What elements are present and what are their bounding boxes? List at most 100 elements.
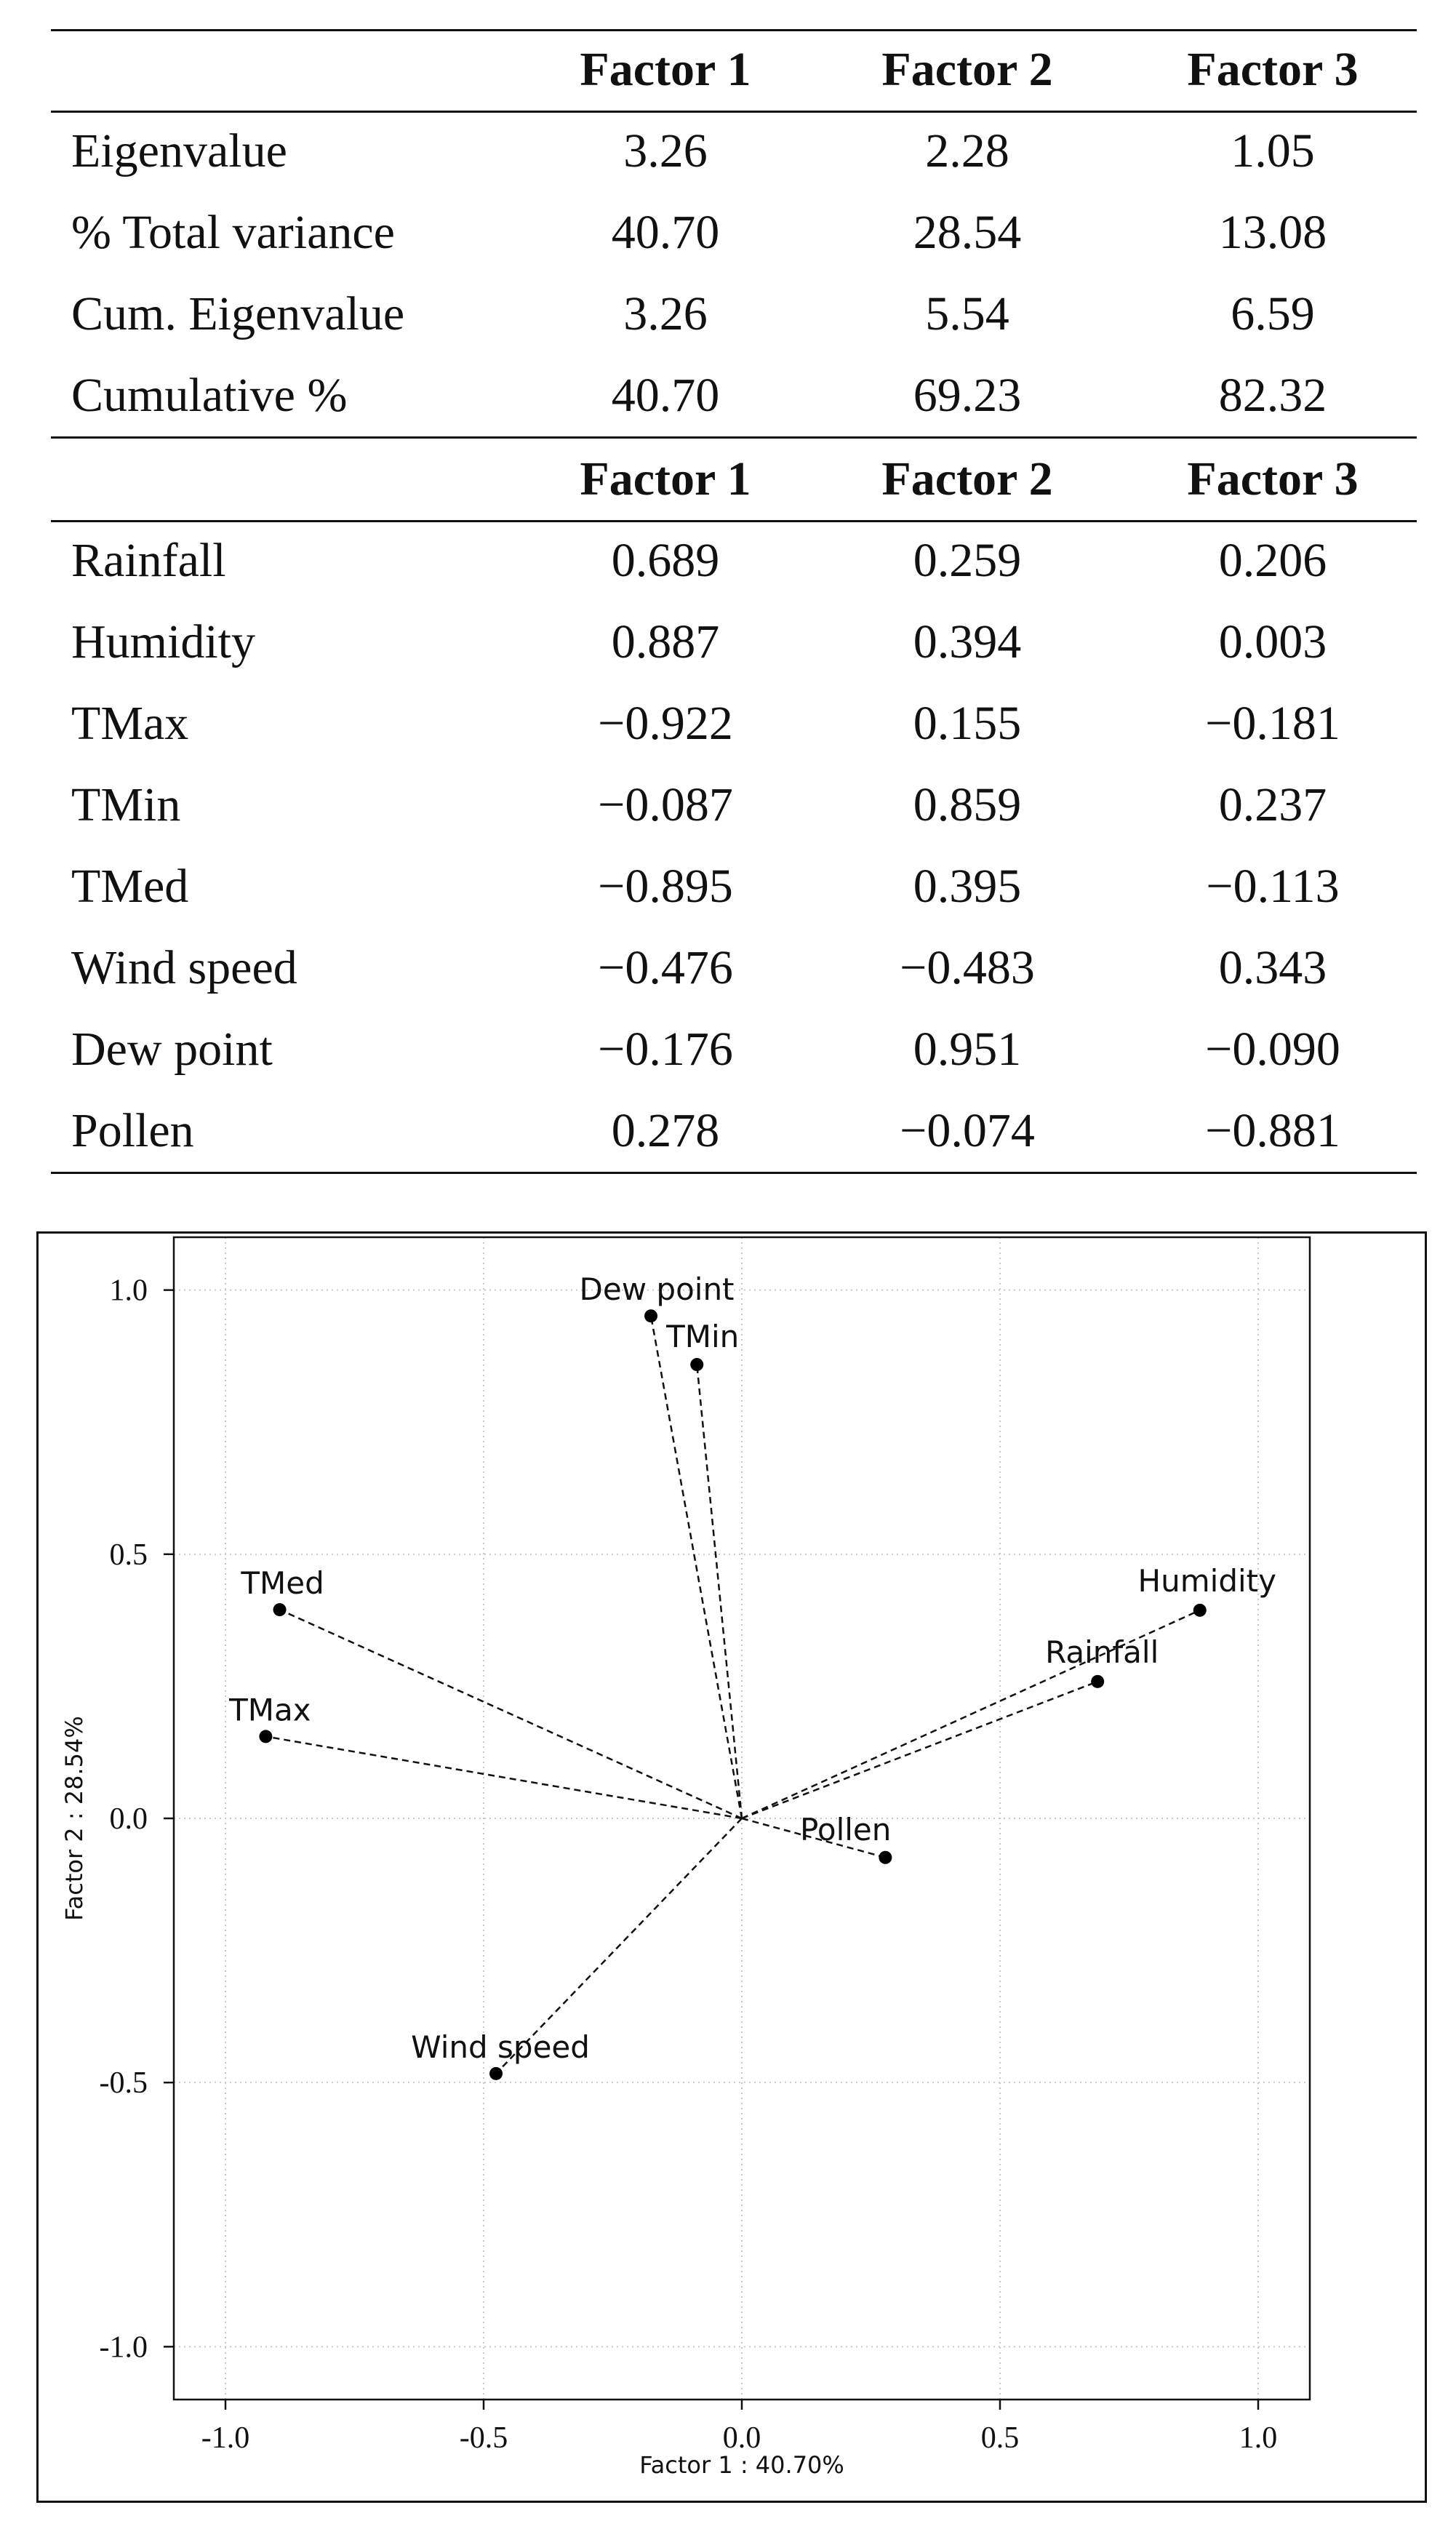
loading-point xyxy=(259,1730,273,1743)
axis-ticks: -1.0 -0.5 0.0 0.5 1.0 1.0 0.5 0.0 -0.5 -1.0 xyxy=(100,1274,1278,2455)
table-cell: 0.206 xyxy=(1218,534,1327,587)
table-cell: 3.26 xyxy=(623,124,708,177)
y-tick-label: -0.5 xyxy=(100,2066,148,2100)
point-label: Rainfall xyxy=(1045,1634,1159,1670)
loading-point xyxy=(273,1603,287,1617)
table-cell: 2.28 xyxy=(925,124,1009,177)
table-cell: −0.176 xyxy=(598,1023,733,1076)
table-cell: −0.181 xyxy=(1205,697,1340,750)
loading-point xyxy=(644,1309,658,1323)
table-header-row: Factor 1 Factor 2 Factor 3 xyxy=(51,439,1417,520)
table-header-rule xyxy=(51,520,1417,522)
table-row: Pollen 0.278 −0.074 −0.881 xyxy=(51,1090,1417,1172)
table-cell: 0.394 xyxy=(913,615,1022,668)
table-cell: 0.951 xyxy=(913,1023,1022,1076)
header-cell: Factor 2 xyxy=(881,43,1053,96)
point-label: Dew point xyxy=(580,1271,735,1307)
loading-point xyxy=(1193,1603,1207,1617)
factor-loading-plot: -1.0 -0.5 0.0 0.5 1.0 1.0 0.5 0.0 -0.5 -1.0 Dew p… xyxy=(36,1231,1427,2503)
table-top-rule xyxy=(51,29,1417,31)
table-row: Cum. Eigenvalue 3.26 5.54 6.59 xyxy=(51,273,1417,355)
table-mid-rule xyxy=(51,436,1417,439)
table-cell: 0.237 xyxy=(1218,778,1327,831)
point-label: TMax xyxy=(228,1692,311,1727)
header-cell: Factor 1 xyxy=(580,43,751,96)
x-tick-label: 0.5 xyxy=(981,2421,1020,2455)
row-label: Eigenvalue xyxy=(71,124,287,177)
row-label: % Total variance xyxy=(71,206,395,259)
row-label: Rainfall xyxy=(71,534,226,587)
table-cell: 0.887 xyxy=(611,615,720,668)
table-header-row: Factor 1 Factor 2 Factor 3 xyxy=(51,29,1417,111)
loading-vector xyxy=(279,1608,743,1820)
loading-vector xyxy=(495,1818,743,2074)
table-cell: 0.278 xyxy=(611,1104,720,1157)
y-tick-label: 0.0 xyxy=(110,1802,148,1836)
table-cell: −0.922 xyxy=(598,697,733,750)
header-cell: Factor 1 xyxy=(580,452,751,506)
row-label: Humidity xyxy=(71,615,256,668)
loading-plot-svg: -1.0 -0.5 0.0 0.5 1.0 1.0 0.5 0.0 -0.5 -1.0 Dew p… xyxy=(60,1236,1311,2479)
x-tick-label: -1.0 xyxy=(201,2421,250,2455)
table-row: Wind speed −0.476 −0.483 0.343 xyxy=(51,927,1417,1009)
table-row: TMax −0.922 0.155 −0.181 xyxy=(51,683,1417,764)
table-cell: −0.074 xyxy=(900,1104,1035,1157)
x-tick-label: 0.0 xyxy=(723,2421,761,2455)
header-cell: Factor 2 xyxy=(881,452,1053,506)
table-cell: 13.08 xyxy=(1218,206,1327,259)
loading-vector xyxy=(741,1609,1201,1820)
table-header-rule xyxy=(51,111,1417,113)
loading-vectors xyxy=(265,1316,1201,2074)
table-cell: 0.155 xyxy=(913,697,1022,750)
row-label: Cumulative % xyxy=(71,369,348,422)
table-cell: −0.483 xyxy=(900,941,1035,994)
header-cell: Factor 3 xyxy=(1187,452,1359,506)
table-cell: 1.05 xyxy=(1231,124,1315,177)
point-label: TMed xyxy=(240,1565,324,1601)
point-label: Humidity xyxy=(1138,1563,1276,1599)
loading-vector xyxy=(265,1735,743,1820)
y-axis-label: Factor 2 : 28.54% xyxy=(60,1716,88,1921)
table-cell: −0.087 xyxy=(598,778,733,831)
row-label: Cum. Eigenvalue xyxy=(71,287,405,340)
loading-points: Dew point TMin TMed TMax Humidity Rainfall Pol… xyxy=(228,1271,1276,2080)
table-cell: −0.113 xyxy=(1206,860,1340,913)
table-cell: 3.26 xyxy=(623,287,708,340)
table-row: Cumulative % 40.70 69.23 82.32 xyxy=(51,355,1417,436)
point-label: Pollen xyxy=(800,1812,891,1847)
table-row: Dew point −0.176 0.951 −0.090 xyxy=(51,1009,1417,1090)
table-row: % Total variance 40.70 28.54 13.08 xyxy=(51,192,1417,273)
loading-vector xyxy=(741,1680,1098,1820)
row-label: Dew point xyxy=(71,1023,273,1076)
table-cell: 40.70 xyxy=(611,369,720,422)
table-cell: 0.003 xyxy=(1218,615,1327,668)
table-row: Eigenvalue 3.26 2.28 1.05 xyxy=(51,111,1417,192)
row-label: TMin xyxy=(71,778,181,831)
table-cell: 0.259 xyxy=(913,534,1022,587)
table-cell: 0.343 xyxy=(1218,941,1327,994)
table-row: Rainfall 0.689 0.259 0.206 xyxy=(51,520,1417,602)
table-cell: 0.689 xyxy=(611,534,720,587)
table-cell: 0.395 xyxy=(913,860,1022,913)
table-row: TMed −0.895 0.395 −0.113 xyxy=(51,846,1417,927)
table-row: TMin −0.087 0.859 0.237 xyxy=(51,764,1417,846)
table-cell: 82.32 xyxy=(1218,369,1327,422)
grid xyxy=(174,1237,1310,2400)
loading-vector xyxy=(649,1316,743,1819)
table-cell: −0.476 xyxy=(598,941,733,994)
y-tick-label: 1.0 xyxy=(110,1274,148,1308)
loading-vector xyxy=(695,1364,743,1819)
row-label: Pollen xyxy=(71,1104,194,1157)
row-label: TMed xyxy=(71,860,189,913)
row-label: Wind speed xyxy=(71,941,297,994)
x-tick-label: 1.0 xyxy=(1239,2421,1278,2455)
table-cell: 0.859 xyxy=(913,778,1022,831)
point-label: TMin xyxy=(665,1319,739,1354)
table-cell: −0.881 xyxy=(1205,1104,1340,1157)
table-cell: 6.59 xyxy=(1231,287,1315,340)
loading-point xyxy=(879,1850,892,1864)
table-cell: −0.090 xyxy=(1205,1023,1340,1076)
row-label: TMax xyxy=(71,697,189,750)
table-cell: −0.895 xyxy=(598,860,733,913)
x-tick-label: -0.5 xyxy=(460,2421,508,2455)
